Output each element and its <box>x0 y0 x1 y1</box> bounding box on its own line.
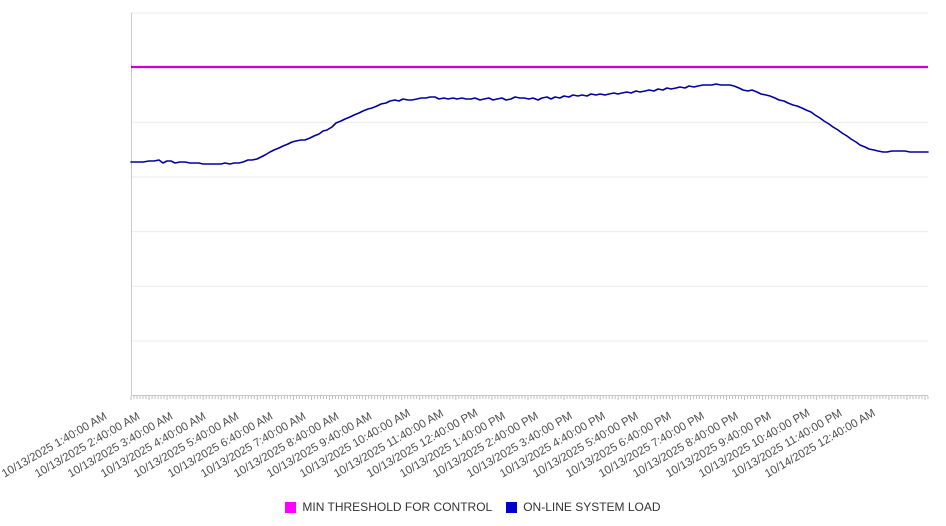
legend-entry-min-threshold[interactable]: MIN THRESHOLD FOR CONTROL <box>285 501 492 513</box>
legend-label-min-threshold: MIN THRESHOLD FOR CONTROL <box>302 500 493 514</box>
horizontal-gridlines <box>131 12 928 342</box>
legend-swatch-min-threshold <box>285 501 297 513</box>
chart-legend: MIN THRESHOLD FOR CONTROL ON-LINE SYSTEM… <box>0 496 946 518</box>
series-line-on-line-system-load <box>130 83 929 165</box>
x-axis-tick-marks <box>130 396 929 400</box>
x-axis-labels: 10/13/2025 1:40:00 AM 10/13/2025 2:40:00 … <box>0 396 946 496</box>
legend-swatch-online-load <box>506 501 518 513</box>
legend-label-online-load: ON-LINE SYSTEM LOAD <box>523 500 661 514</box>
chart-plot-area <box>130 12 929 400</box>
legend-entry-online-load[interactable]: ON-LINE SYSTEM LOAD <box>506 500 661 514</box>
